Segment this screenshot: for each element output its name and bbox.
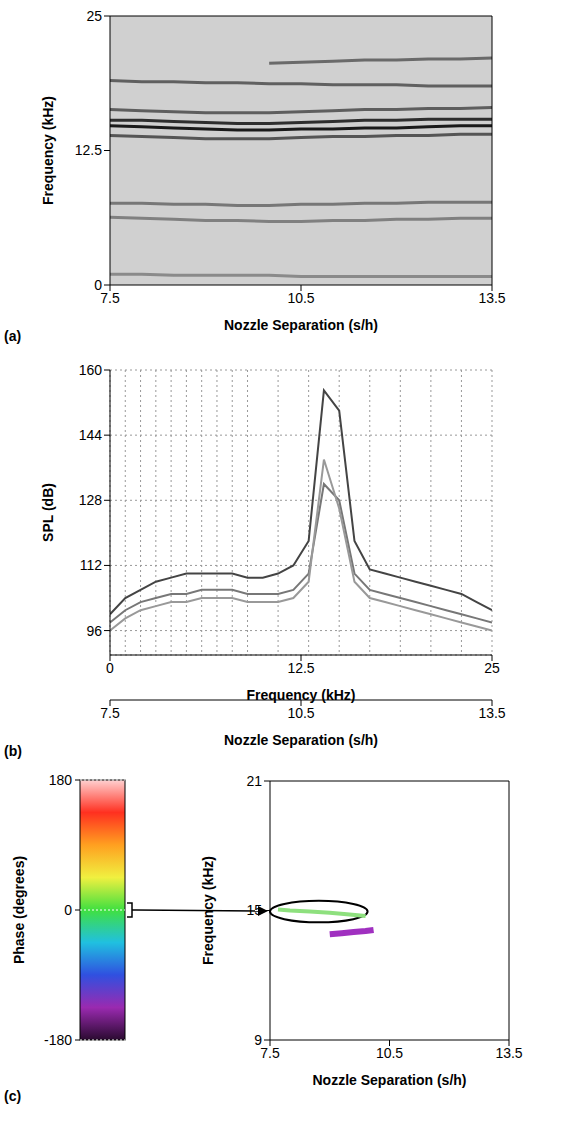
svg-text:15: 15 xyxy=(246,902,262,918)
svg-text:0: 0 xyxy=(94,277,102,293)
svg-text:0: 0 xyxy=(106,660,114,676)
svg-text:112: 112 xyxy=(80,557,103,573)
svg-text:25: 25 xyxy=(86,8,102,24)
svg-text:Nozzle Separation (s/h): Nozzle Separation (s/h) xyxy=(312,1072,466,1088)
svg-text:-180: -180 xyxy=(44,1032,72,1048)
svg-text:21: 21 xyxy=(246,773,262,789)
svg-text:7.5: 7.5 xyxy=(100,705,120,721)
html-text:(c): (c) xyxy=(4,1088,22,1104)
html-text:(a): (a) xyxy=(4,328,22,344)
svg-text:7.5: 7.5 xyxy=(100,290,120,306)
svg-text:0: 0 xyxy=(64,902,72,918)
svg-text:25: 25 xyxy=(484,660,500,676)
svg-text:Phase (degrees): Phase (degrees) xyxy=(11,856,27,964)
svg-text:Frequency (kHz): Frequency (kHz) xyxy=(200,856,216,965)
svg-text:9: 9 xyxy=(254,1032,262,1048)
svg-text:12.5: 12.5 xyxy=(287,660,314,676)
svg-text:160: 160 xyxy=(79,362,103,378)
svg-text:SPL (dB): SPL (dB) xyxy=(40,483,56,542)
svg-text:13.5: 13.5 xyxy=(495,1045,522,1061)
svg-text:13.5: 13.5 xyxy=(478,705,505,721)
svg-text:Frequency (kHz): Frequency (kHz) xyxy=(247,687,356,703)
svg-text:Nozzle Separation (s/h): Nozzle Separation (s/h) xyxy=(224,317,378,333)
svg-text:13.5: 13.5 xyxy=(478,290,505,306)
svg-text:10.5: 10.5 xyxy=(287,705,314,721)
svg-text:144: 144 xyxy=(79,427,103,443)
svg-text:96: 96 xyxy=(86,623,102,639)
html-text:(b): (b) xyxy=(4,743,22,759)
svg-text:10.5: 10.5 xyxy=(287,290,314,306)
svg-text:12.5: 12.5 xyxy=(75,142,102,158)
svg-text:128: 128 xyxy=(79,492,103,508)
svg-text:7.5: 7.5 xyxy=(260,1045,280,1061)
svg-text:Nozzle Separation (s/h): Nozzle Separation (s/h) xyxy=(224,732,378,748)
svg-text:10.5: 10.5 xyxy=(376,1045,403,1061)
svg-text:180: 180 xyxy=(49,772,73,788)
svg-text:Frequency (kHz): Frequency (kHz) xyxy=(40,96,56,205)
